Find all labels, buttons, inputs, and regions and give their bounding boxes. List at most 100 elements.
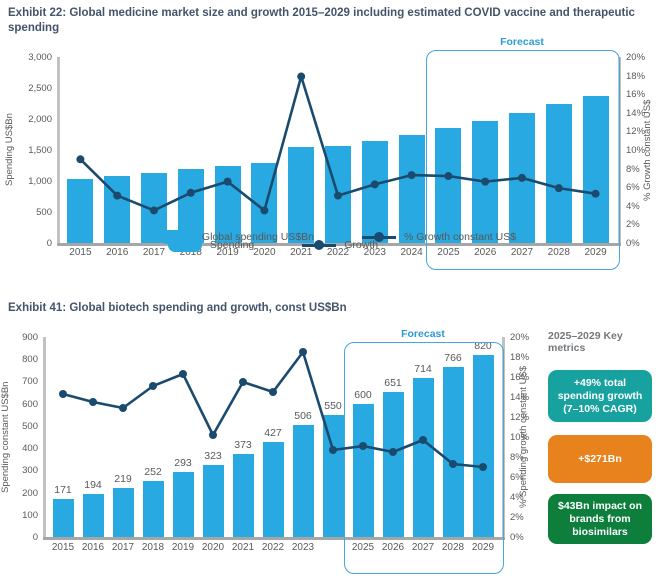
left-axis-tick: 1,000 bbox=[28, 176, 52, 187]
x-label-2026: 2026 bbox=[381, 542, 405, 553]
left-axis-title: Spending US$Bn bbox=[4, 113, 15, 187]
left-axis-tick: 100 bbox=[22, 509, 38, 521]
right-axis-tick: 12% bbox=[510, 412, 530, 423]
right-axis-tick: 18% bbox=[510, 352, 530, 363]
x-label-2017: 2017 bbox=[111, 542, 135, 553]
x-label-2023: 2023 bbox=[291, 542, 315, 553]
legend-item-growth: Growth bbox=[302, 239, 378, 251]
bar-value-2017: 219 bbox=[114, 473, 132, 486]
x-label-2016: 2016 bbox=[106, 247, 129, 258]
x-label-2020: 2020 bbox=[201, 542, 225, 553]
right-axis-tick: 6% bbox=[510, 472, 524, 483]
bar-swatch-icon bbox=[167, 238, 202, 252]
x-axis-line bbox=[43, 537, 505, 540]
x-label-2017: 2017 bbox=[142, 247, 166, 258]
left-axis-tick: 500 bbox=[22, 420, 38, 432]
x-axis-line bbox=[57, 243, 621, 246]
bar-value-2018: 252 bbox=[144, 466, 162, 478]
bar-2023 bbox=[361, 141, 388, 243]
bar-2022 bbox=[262, 442, 284, 537]
right-axis-tick: 14% bbox=[510, 392, 530, 403]
legend-item-growth: % Growth constant US$ bbox=[362, 231, 516, 243]
right-axis-tick: 20% bbox=[510, 332, 530, 343]
right-axis-title: % Growth constant US$ bbox=[642, 99, 653, 201]
x-label-2020: 2020 bbox=[253, 247, 276, 258]
x-label-2025: 2025 bbox=[437, 247, 460, 258]
bar-2020 bbox=[202, 465, 224, 537]
bar-2021 bbox=[232, 454, 254, 537]
left-axis-tick: 2,500 bbox=[28, 83, 52, 94]
x-label-2015: 2015 bbox=[51, 542, 75, 553]
bar-2024 bbox=[398, 134, 425, 243]
bar-2018 bbox=[142, 481, 164, 537]
bar-2019 bbox=[172, 471, 194, 537]
x-label-2022: 2022 bbox=[326, 247, 350, 258]
right-axis-tick: 2% bbox=[626, 219, 640, 231]
x-label-2024: 2024 bbox=[400, 247, 423, 258]
left-axis-tick: 400 bbox=[22, 443, 38, 455]
right-axis-tick: 14% bbox=[626, 107, 646, 119]
bar-2016 bbox=[82, 493, 104, 537]
left-axis-tick: 0 bbox=[32, 532, 38, 543]
right-axis-title: % Spending growth constant US$ bbox=[518, 365, 529, 509]
right-axis-tick: 20% bbox=[626, 52, 646, 63]
left-axis-tick: 500 bbox=[36, 207, 52, 218]
left-axis-tick: 1,500 bbox=[28, 145, 52, 156]
left-axis-line bbox=[43, 337, 46, 537]
x-label-2025: 2025 bbox=[351, 542, 375, 553]
x-label-2026: 2026 bbox=[474, 247, 497, 258]
right-axis-tick: 10% bbox=[626, 145, 646, 156]
forecast-box bbox=[344, 342, 504, 574]
right-axis-tick: 16% bbox=[626, 89, 646, 101]
x-label-2016: 2016 bbox=[81, 542, 105, 553]
left-axis-tick: 200 bbox=[22, 487, 38, 499]
x-label-2019: 2019 bbox=[171, 542, 195, 553]
legend-item-spending: Spending bbox=[167, 238, 255, 252]
exhibit-22-title: Exhibit 22: Global medicine market size … bbox=[8, 7, 635, 34]
left-axis-tick: 900 bbox=[22, 332, 38, 343]
line-swatch-icon bbox=[362, 232, 396, 242]
legend-label: % Growth constant US$ bbox=[404, 231, 517, 243]
key-metrics-panel: 2025–2029 Key metrics +49% total spendin… bbox=[548, 330, 656, 544]
x-label-2021: 2021 bbox=[231, 542, 255, 553]
bar-2017 bbox=[112, 488, 134, 537]
x-label-2029: 2029 bbox=[471, 542, 495, 553]
x-label-2028: 2028 bbox=[441, 542, 465, 553]
bar-value-2022: 427 bbox=[264, 427, 282, 440]
metric-box-spending-growth: +49% total spending growth (7–10% CAGR) bbox=[548, 370, 652, 422]
bar-value-2021: 373 bbox=[234, 439, 252, 452]
x-label-2027: 2027 bbox=[510, 247, 534, 258]
key-metrics-heading: 2025–2029 Key metrics bbox=[548, 330, 623, 354]
left-axis-tick: 700 bbox=[22, 376, 38, 388]
left-axis-tick: 300 bbox=[22, 465, 38, 477]
legend-label: Growth bbox=[344, 239, 379, 251]
bar-2022 bbox=[325, 146, 351, 243]
right-axis-tick: 0% bbox=[510, 532, 524, 543]
x-label-2019: 2019 bbox=[216, 247, 239, 258]
legend-label: Spending bbox=[209, 239, 255, 251]
left-axis-line bbox=[57, 57, 60, 243]
left-axis-title: Spending constant US$Bn bbox=[0, 381, 11, 493]
left-axis-tick: 800 bbox=[22, 354, 38, 366]
left-axis-tick: 2,000 bbox=[28, 114, 52, 125]
x-label-2015: 2015 bbox=[69, 247, 92, 258]
bar-value-2016: 194 bbox=[84, 478, 102, 491]
right-axis-tick: 6% bbox=[626, 182, 640, 194]
right-axis-tick: 18% bbox=[626, 70, 646, 82]
bar-2015 bbox=[52, 499, 74, 537]
medicine-market-chart: 3,000 2,500 2,000 1,500 1,000 500 0 20% 18% 16% 14… bbox=[0, 36, 667, 298]
biotech-chart: 900 800 700 600 500 400 300 200 100 0 20% 18% 16% 14%… bbox=[0, 322, 545, 581]
x-label-2021: 2021 bbox=[290, 247, 313, 258]
bar-2024 bbox=[322, 414, 344, 537]
medicine-chart-legend: Global spending US$Bn % Growth constant … bbox=[62, 230, 614, 244]
metric-box-biosimilars-impact: $43Bn impact on brands from biosimilars bbox=[548, 494, 652, 544]
metric-box-absolute-growth: +$271Bn bbox=[548, 435, 652, 483]
legend-label: Global spending US$Bn bbox=[201, 231, 314, 243]
forecast-label: Forecast bbox=[500, 36, 544, 48]
x-label-2022: 2022 bbox=[261, 542, 285, 553]
right-axis-tick: 2% bbox=[510, 512, 524, 523]
exhibit-41-title: Exhibit 41: Global biotech spending and … bbox=[8, 302, 347, 314]
right-axis-tick: 16% bbox=[510, 372, 530, 383]
x-label-2029: 2029 bbox=[584, 247, 607, 258]
right-axis-tick: 10% bbox=[510, 432, 530, 443]
